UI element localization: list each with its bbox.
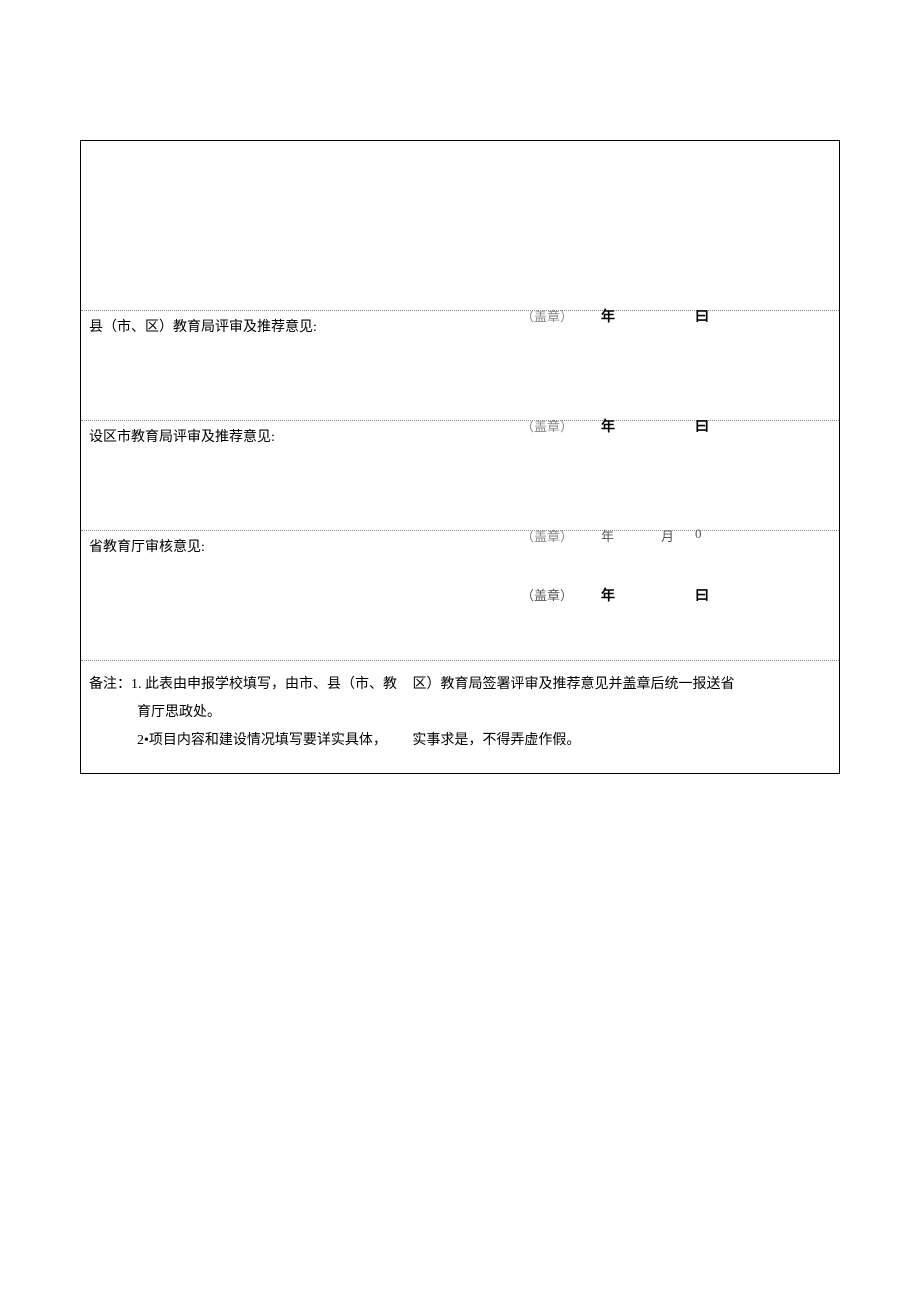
- row-notes: 备注：1. 此表由申报学校填写，由市、县（市、教 区）教育局签署评审及推荐意见并…: [81, 661, 839, 773]
- row-province: 省教育厅审核意见: （盖章） 年 曰: [81, 531, 839, 661]
- note-line-2: 2•项目内容和建设情况填写要详实具体， 实事求是，不得弄虚作假。: [89, 727, 831, 755]
- year-label: 年: [601, 585, 615, 605]
- form-table: （盖章） 年 曰 县（市、区）教育局评审及推荐意见: （盖章） 年 曰 设区市教…: [80, 140, 840, 774]
- county-title: 县（市、区）教育局评审及推荐意见:: [89, 317, 831, 339]
- city-title: 设区市教育局评审及推荐意见:: [89, 427, 831, 449]
- note2-part-b: 实事求是，不得弄虚作假。: [412, 733, 580, 748]
- seal-label: （盖章）: [521, 585, 573, 604]
- note1-part-a: 备注：1. 此表由申报学校填写，由市、县（市、教: [89, 677, 397, 692]
- day-label: 曰: [695, 585, 709, 605]
- note1-part-b: 区）教育局签署评审及推荐意见并盖章后统一报送省: [413, 677, 735, 692]
- note1-part-c: 育厅思政处。: [137, 699, 831, 727]
- province-title: 省教育厅审核意见:: [89, 537, 831, 559]
- row-top-empty: （盖章） 年 曰: [81, 141, 839, 311]
- note2-part-a: 2•项目内容和建设情况填写要详实具体，: [137, 733, 387, 748]
- row-city: 设区市教育局评审及推荐意见: （盖章） 年 月 0: [81, 421, 839, 531]
- row-county: 县（市、区）教育局评审及推荐意见: （盖章） 年 曰: [81, 311, 839, 421]
- note-line-1: 备注：1. 此表由申报学校填写，由市、县（市、教 区）教育局签署评审及推荐意见并…: [89, 671, 831, 699]
